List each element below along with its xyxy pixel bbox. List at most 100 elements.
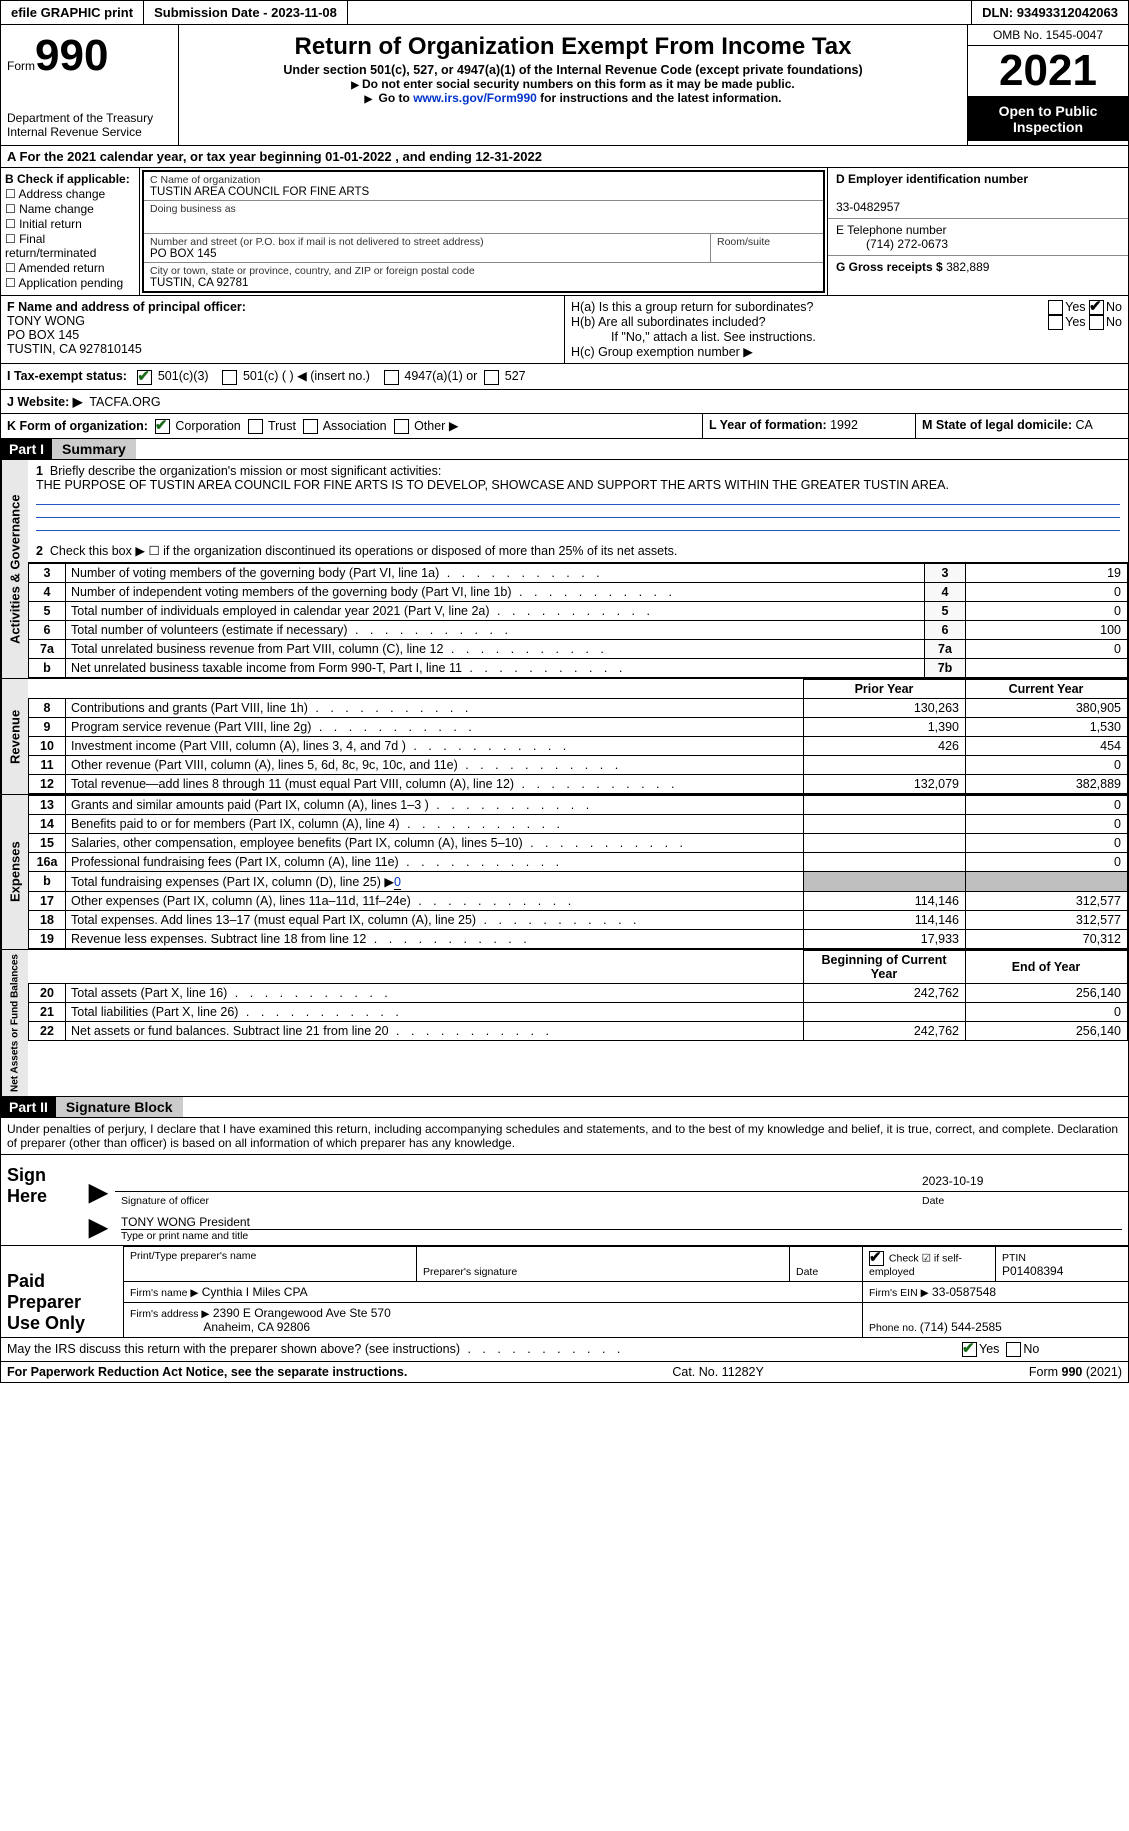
- col-b-header: B Check if applicable:: [5, 172, 130, 186]
- col-begin: Beginning of Current Year: [804, 950, 966, 983]
- line-desc: Grants and similar amounts paid (Part IX…: [66, 795, 804, 814]
- sig-officer-label: Signature of officer: [115, 1191, 916, 1210]
- may-irs-yes[interactable]: [962, 1342, 977, 1357]
- date-label: Date: [916, 1191, 1129, 1210]
- phone-val: (714) 272-0673: [836, 237, 948, 251]
- officer-name-title: TONY WONG President: [121, 1215, 250, 1229]
- addr-val: PO BOX 145: [150, 248, 704, 260]
- room-label: Room/suite: [717, 236, 817, 248]
- line-ref: 7b: [925, 658, 966, 677]
- form-word: Form: [7, 59, 35, 73]
- line-16b-desc: Total fundraising expenses (Part IX, col…: [71, 875, 394, 889]
- exp-table: 13 Grants and similar amounts paid (Part…: [28, 795, 1128, 949]
- net-table: Beginning of Current Year End of Year 20…: [28, 950, 1128, 1041]
- line-desc: Total unrelated business revenue from Pa…: [66, 639, 925, 658]
- line-ref: 5: [925, 601, 966, 620]
- line-curr: 256,140: [966, 983, 1128, 1002]
- chk-final-return[interactable]: ☐ Final return/terminated: [5, 232, 135, 260]
- line-desc: Other expenses (Part IX, column (A), lin…: [66, 891, 804, 910]
- firm-addr2: Anaheim, CA 92806: [203, 1320, 310, 1334]
- part2-header: Part IISignature Block: [0, 1097, 1129, 1118]
- line-curr: 454: [966, 736, 1128, 755]
- chk-app-pending[interactable]: ☐ Application pending: [5, 276, 135, 290]
- vtab-revenue: Revenue: [1, 679, 28, 794]
- form-990-number: 990: [35, 31, 108, 80]
- line-num: 14: [29, 814, 66, 833]
- hb-yes[interactable]: [1048, 315, 1063, 330]
- chk-4947[interactable]: [384, 370, 399, 385]
- line-prior: [804, 1002, 966, 1021]
- line-prior: 426: [804, 736, 966, 755]
- hb-no[interactable]: [1089, 315, 1104, 330]
- line-curr: 0: [966, 795, 1128, 814]
- line-val: 0: [966, 601, 1128, 620]
- line-num: 17: [29, 891, 66, 910]
- tax-year: 2021: [968, 46, 1128, 97]
- revenue-section: Revenue Prior Year Current Year 8 Contri…: [0, 679, 1129, 795]
- line-desc: Total number of individuals employed in …: [66, 601, 925, 620]
- col-c-org: C Name of organization TUSTIN AREA COUNC…: [140, 168, 827, 295]
- chk-assoc[interactable]: [303, 419, 318, 434]
- line-curr: 0: [966, 814, 1128, 833]
- chk-self-employed[interactable]: [869, 1251, 884, 1266]
- ha-yes[interactable]: [1048, 300, 1063, 315]
- line-desc: Net assets or fund balances. Subtract li…: [66, 1021, 804, 1040]
- line-desc: Other revenue (Part VIII, column (A), li…: [66, 755, 804, 774]
- line-16b-num: b: [29, 871, 66, 891]
- part2-num: Part II: [1, 1097, 56, 1117]
- line-num: 10: [29, 736, 66, 755]
- sign-here-table: Sign Here ▶ 2023-10-19 Signature of offi…: [0, 1155, 1129, 1246]
- prep-sig-label: Preparer's signature: [423, 1266, 783, 1278]
- line-ref: 6: [925, 620, 966, 639]
- gross-label: G Gross receipts $: [836, 260, 946, 274]
- addr-label: Number and street (or P.O. box if mail i…: [150, 236, 704, 248]
- chk-501c3[interactable]: [137, 370, 152, 385]
- form-subtitle: Under section 501(c), 527, or 4947(a)(1)…: [185, 63, 961, 77]
- firm-name: Cynthia I Miles CPA: [202, 1285, 308, 1299]
- line-val: 0: [966, 639, 1128, 658]
- line-ref: 3: [925, 563, 966, 582]
- line-desc: Number of independent voting members of …: [66, 582, 925, 601]
- chk-corp[interactable]: [155, 419, 170, 434]
- irs-link[interactable]: www.irs.gov/Form990: [413, 91, 537, 105]
- ha-no[interactable]: [1089, 300, 1104, 315]
- row-a-end: 12-31-2022: [475, 149, 542, 164]
- firm-addr-label: Firm's address ▶: [130, 1308, 210, 1320]
- row-m-label: M State of legal domicile:: [922, 418, 1076, 432]
- submission-date: Submission Date - 2023-11-08: [144, 1, 348, 24]
- vtab-activities: Activities & Governance: [1, 460, 28, 678]
- line-desc: Total expenses. Add lines 13–17 (must eq…: [66, 910, 804, 929]
- gov-lines-table: 3 Number of voting members of the govern…: [28, 563, 1128, 678]
- website-val: TACFA.ORG: [89, 395, 160, 409]
- chk-name-change[interactable]: ☐ Name change: [5, 202, 135, 216]
- chk-amended[interactable]: ☐ Amended return: [5, 261, 135, 275]
- col-right-info: D Employer identification number 33-0482…: [827, 168, 1128, 295]
- chk-501c[interactable]: [222, 370, 237, 385]
- line-desc: Net unrelated business taxable income fr…: [66, 658, 925, 677]
- line-num: 15: [29, 833, 66, 852]
- chk-527[interactable]: [484, 370, 499, 385]
- ha-label: H(a) Is this a group return for subordin…: [571, 300, 1048, 315]
- hint-goto-b: for instructions and the latest informat…: [537, 91, 782, 105]
- firm-phone: (714) 544-2585: [920, 1320, 1002, 1334]
- paid-preparer-table: Paid Preparer Use Only Print/Type prepar…: [0, 1246, 1129, 1338]
- chk-other[interactable]: [394, 419, 409, 434]
- line-desc: Total liabilities (Part X, line 26): [66, 1002, 804, 1021]
- row-a-tax-year: A For the 2021 calendar year, or tax yea…: [0, 146, 1129, 168]
- chk-address-change[interactable]: ☐ Address change: [5, 187, 135, 201]
- may-irs-no[interactable]: [1006, 1342, 1021, 1357]
- title-block: Return of Organization Exempt From Incom…: [179, 25, 967, 145]
- form-header: Form990 Department of the Treasury Inter…: [0, 25, 1129, 146]
- chk-trust[interactable]: [248, 419, 263, 434]
- part1-title: Summary: [52, 439, 136, 459]
- chk-initial-return[interactable]: ☐ Initial return: [5, 217, 135, 231]
- row-k-label: K Form of organization:: [7, 419, 148, 433]
- line-ref: 7a: [925, 639, 966, 658]
- officer-block: F Name and address of principal officer:…: [1, 296, 565, 363]
- sub-date-val: 2023-11-08: [271, 5, 337, 20]
- line-curr: 0: [966, 1002, 1128, 1021]
- line-num: 12: [29, 774, 66, 793]
- row-i-label: I Tax-exempt status:: [7, 369, 127, 383]
- ptin-label: PTIN: [1002, 1252, 1122, 1264]
- line-prior: 242,762: [804, 983, 966, 1002]
